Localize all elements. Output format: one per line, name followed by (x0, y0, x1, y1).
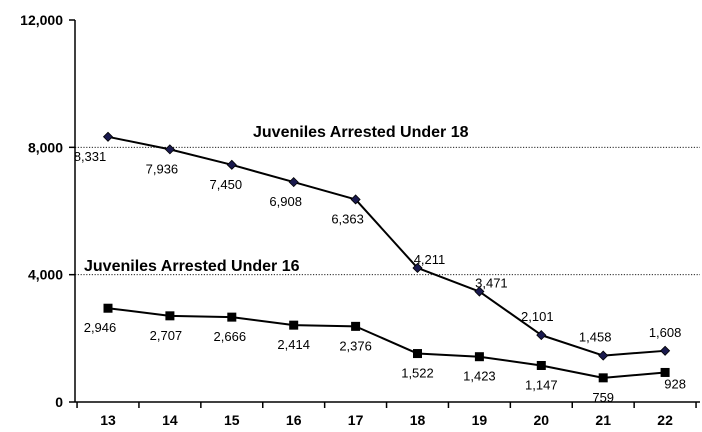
data-point-square (227, 312, 237, 322)
data-point-diamond (474, 286, 485, 297)
series-line-under-16 (107, 307, 666, 379)
data-label: 1,423 (463, 369, 496, 384)
x-tick-label: 15 (224, 412, 240, 428)
data-label: 2,414 (277, 337, 310, 352)
data-label: 1,608 (649, 325, 682, 340)
data-point-square (660, 367, 670, 377)
chart-axes: 0 4,000 8,000 12,000 13 14 15 16 17 18 19 20 21 22 (20, 12, 700, 428)
data-label: 3,471 (475, 276, 508, 291)
data-point-square (536, 360, 546, 370)
y-tick-label: 8,000 (28, 139, 63, 155)
data-point-square (103, 303, 113, 313)
y-tick-label: 4,000 (28, 267, 63, 283)
data-label: 7,450 (210, 177, 243, 192)
x-tick-label: 16 (286, 412, 302, 428)
data-point-diamond (660, 345, 671, 356)
x-tick-label: 19 (472, 412, 488, 428)
x-tick-label: 13 (100, 412, 116, 428)
data-label: 1,522 (401, 366, 434, 381)
x-tick-label: 14 (162, 412, 178, 428)
y-tick-label: 0 (55, 394, 63, 410)
data-label: 2,101 (521, 309, 554, 324)
x-tick-label: 20 (534, 412, 550, 428)
data-label: 2,666 (214, 329, 247, 344)
series-markers (102, 131, 671, 383)
data-point-diamond (350, 194, 361, 205)
data-point-square (598, 373, 608, 383)
data-label: 2,946 (84, 320, 117, 335)
data-labels: 8,331 7,936 7,450 6,908 6,363 4,211 3,471 2,101… (74, 149, 686, 405)
x-tick-label: 22 (657, 412, 673, 428)
data-label: 1,147 (525, 377, 558, 392)
series-name-label: Juveniles Arrested Under 18 (253, 124, 469, 141)
data-point-square (289, 320, 299, 330)
reference-lines (75, 146, 700, 276)
data-label: 7,936 (146, 161, 179, 176)
data-point-square (474, 352, 484, 362)
data-point-diamond (536, 330, 547, 341)
data-point-square (413, 349, 422, 359)
x-tick-label: 17 (348, 412, 364, 428)
data-point-diamond (412, 262, 423, 274)
data-point-diamond (288, 177, 299, 188)
data-label: 6,908 (269, 194, 302, 209)
data-point-square (351, 321, 361, 331)
data-label: 2,707 (150, 328, 183, 343)
data-point-diamond (164, 144, 175, 155)
y-tick-label: 12,000 (20, 12, 63, 28)
data-label: 4,211 (414, 252, 446, 267)
data-label: 928 (664, 376, 686, 391)
data-label: 2,376 (339, 338, 372, 353)
data-label: 759 (592, 390, 614, 405)
data-label: 1,458 (579, 330, 612, 345)
series-line-under-18 (107, 135, 666, 357)
data-label: 8,331 (74, 149, 107, 164)
data-point-diamond (102, 131, 114, 142)
series-lines (107, 135, 666, 379)
x-tick-label: 21 (595, 412, 611, 428)
data-point-diamond (226, 159, 237, 170)
data-point-square (165, 311, 175, 321)
x-tick-label: 18 (410, 412, 426, 428)
data-point-diamond (598, 350, 609, 361)
data-label: 6,363 (331, 211, 364, 226)
series-name-label: Juveniles Arrested Under 16 (84, 258, 300, 275)
series-labels: Juveniles Arrested Under 18 Juveniles Arr… (84, 124, 469, 275)
